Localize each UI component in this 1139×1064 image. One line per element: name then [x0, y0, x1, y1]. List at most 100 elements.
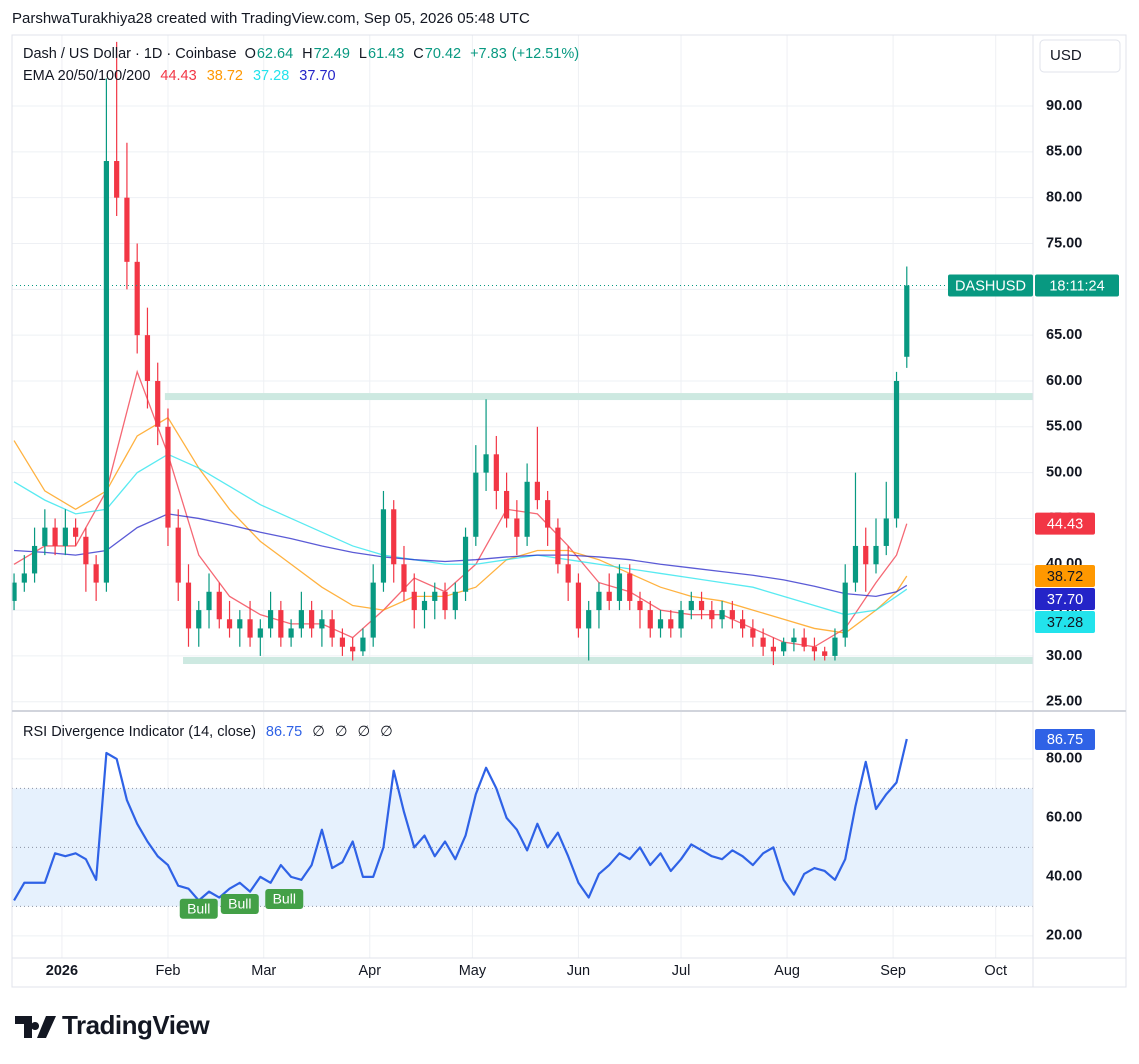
candle-body — [462, 536, 469, 592]
candle-body — [31, 545, 38, 574]
candle-body — [863, 545, 869, 565]
candle-body — [380, 509, 387, 583]
candle-body — [103, 161, 110, 583]
y-tick-label: 50.00 — [1046, 464, 1082, 480]
candle-body — [678, 610, 684, 629]
candle-body — [185, 582, 192, 629]
candle-body — [811, 646, 818, 652]
candle-body — [760, 637, 766, 647]
candle-body — [391, 509, 397, 565]
candle-body — [226, 619, 233, 629]
candle-body — [616, 573, 623, 601]
candle-body — [206, 591, 212, 611]
candle-body — [770, 646, 776, 652]
candle-body — [668, 619, 674, 629]
candle-body — [832, 637, 838, 656]
y-tick-label: 85.00 — [1046, 144, 1082, 160]
candle-body — [52, 527, 58, 546]
logo: TradingView — [15, 1010, 211, 1040]
annotation-label: Bull — [187, 900, 210, 916]
candle-body — [216, 591, 222, 620]
candle-body — [852, 545, 859, 583]
label-layer: 25.0030.0035.0040.0045.0050.0055.0060.00… — [23, 46, 1119, 979]
candle-body — [278, 610, 284, 638]
candle-body — [606, 591, 612, 601]
y-tick-label: 25.00 — [1046, 694, 1082, 710]
level-zone — [183, 657, 1033, 665]
candle-body — [114, 161, 120, 198]
candle-body — [175, 527, 181, 583]
y-tick-label: 20.00 — [1046, 928, 1082, 944]
change: +7.83 — [470, 46, 507, 62]
y-tick-label: 80.00 — [1046, 190, 1082, 206]
y-tick-label: 80.00 — [1046, 751, 1082, 767]
annotation-box — [179, 898, 218, 919]
candle-body — [432, 591, 438, 601]
candle-body — [165, 426, 171, 528]
candle-body — [555, 527, 561, 565]
ema-axis-tag — [1035, 588, 1095, 611]
candle-body — [883, 518, 889, 546]
frame — [11, 34, 1127, 988]
candle-body — [288, 628, 294, 638]
ohlc-letter: H — [302, 46, 312, 62]
rsi-value: 86.75 — [266, 724, 302, 740]
candle-body — [329, 619, 335, 638]
candle-body — [503, 490, 510, 519]
candle-body — [657, 619, 664, 629]
ema-label: EMA 20/50/100/200 — [23, 68, 150, 84]
candle-body — [93, 564, 99, 583]
annotation-label: Bull — [273, 891, 296, 907]
ema-value: 44.43 — [160, 68, 196, 84]
candle-body — [729, 610, 735, 620]
y-tick-label: 60.00 — [1046, 810, 1082, 826]
candle-body — [196, 610, 202, 629]
ticker-label: DASHUSD — [955, 278, 1026, 294]
ohlc-letter: C — [413, 46, 423, 62]
candle-body — [124, 197, 130, 262]
candle-body — [627, 573, 633, 601]
countdown-tag — [1035, 274, 1119, 297]
candle-body — [647, 610, 653, 629]
candle-body — [21, 573, 27, 583]
annotation-label: Bull — [228, 896, 251, 912]
x-tick-label: 2026 — [46, 963, 78, 979]
candle-body — [411, 591, 417, 611]
candle-body — [842, 582, 848, 638]
candle-body — [698, 600, 705, 611]
ohlc-value: 61.43 — [368, 46, 404, 62]
currency[interactable]: USD — [1050, 47, 1082, 64]
x-tick-label: May — [459, 963, 487, 979]
candle-body — [483, 454, 489, 473]
candle-body — [257, 628, 263, 638]
candle-body — [719, 610, 725, 620]
y-tick-label: 60.00 — [1046, 373, 1082, 389]
y-tick-label: 40.00 — [1046, 869, 1082, 885]
currency-button[interactable] — [1039, 39, 1121, 73]
candle-body — [534, 481, 540, 501]
candle-body — [319, 619, 325, 629]
ema-axis-label: 38.72 — [1047, 569, 1083, 585]
rsi-line — [13, 738, 908, 902]
outer-frame — [11, 34, 1127, 988]
ema-value: 37.28 — [253, 68, 289, 84]
candle-body — [83, 536, 89, 565]
annotation-box — [220, 894, 259, 915]
candle-body — [822, 651, 828, 656]
candle-body — [893, 380, 900, 519]
candle-body — [740, 619, 746, 629]
rsi-axis-label: 86.75 — [1047, 732, 1083, 748]
y-tick-label: 30.00 — [1046, 648, 1082, 664]
candle-body — [873, 545, 879, 565]
candle-body — [709, 610, 715, 620]
candle-body — [339, 637, 346, 647]
rsi-axis-tag — [1035, 728, 1095, 750]
candle-body — [750, 628, 756, 638]
candle-body — [421, 600, 428, 611]
ticker-tag — [948, 274, 1033, 297]
rsi-title: RSI Divergence Indicator (14, close) — [23, 724, 256, 740]
candle-body — [267, 610, 274, 629]
ohlc-value: 72.49 — [314, 46, 350, 62]
ema-axis-tag — [1035, 611, 1095, 634]
candle-body — [524, 481, 530, 537]
